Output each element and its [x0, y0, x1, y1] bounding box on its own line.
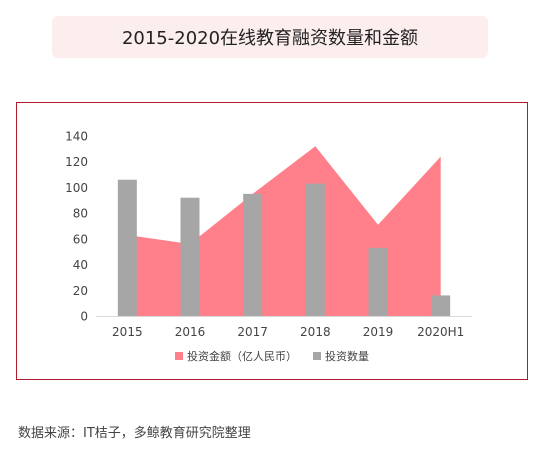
y-tick-label: 60: [73, 232, 88, 246]
x-tick-label: 2019: [363, 325, 394, 339]
x-tick-label: 2015: [112, 325, 143, 339]
y-tick-label: 40: [73, 258, 88, 272]
legend-label-count: 投资数量: [325, 349, 369, 363]
chart-title-box: 2015-2020在线教育融资数量和金额: [52, 16, 488, 58]
chart-title: 2015-2020在线教育融资数量和金额: [121, 28, 419, 49]
y-tick-label: 80: [73, 207, 88, 221]
x-tick-label: 2016: [175, 325, 206, 339]
legend-swatch-count: [313, 352, 321, 360]
count-bar-2016: [180, 197, 200, 316]
legend-label-amount: 投资金额（亿人民币）: [187, 349, 297, 363]
count-bar-2017: [243, 193, 263, 316]
y-tick-label: 120: [65, 155, 88, 169]
count-bar-2019: [368, 247, 388, 316]
legend-swatch-amount: [175, 352, 183, 360]
count-bar-2015: [117, 179, 137, 316]
data-source-note: 数据来源：IT桔子，多鲸教育研究院整理: [18, 426, 251, 441]
y-tick-label: 140: [65, 130, 88, 144]
amount-area: [127, 146, 441, 316]
x-tick-label: 2017: [237, 325, 268, 339]
y-tick-label: 100: [65, 181, 88, 195]
x-tick-label: 2018: [300, 325, 331, 339]
count-bar-2020H1: [431, 295, 451, 316]
y-tick-label: 20: [73, 284, 88, 298]
y-tick-label: 0: [80, 310, 88, 324]
x-tick-label: 2020H1: [417, 325, 464, 339]
count-bar-2018: [305, 183, 325, 316]
